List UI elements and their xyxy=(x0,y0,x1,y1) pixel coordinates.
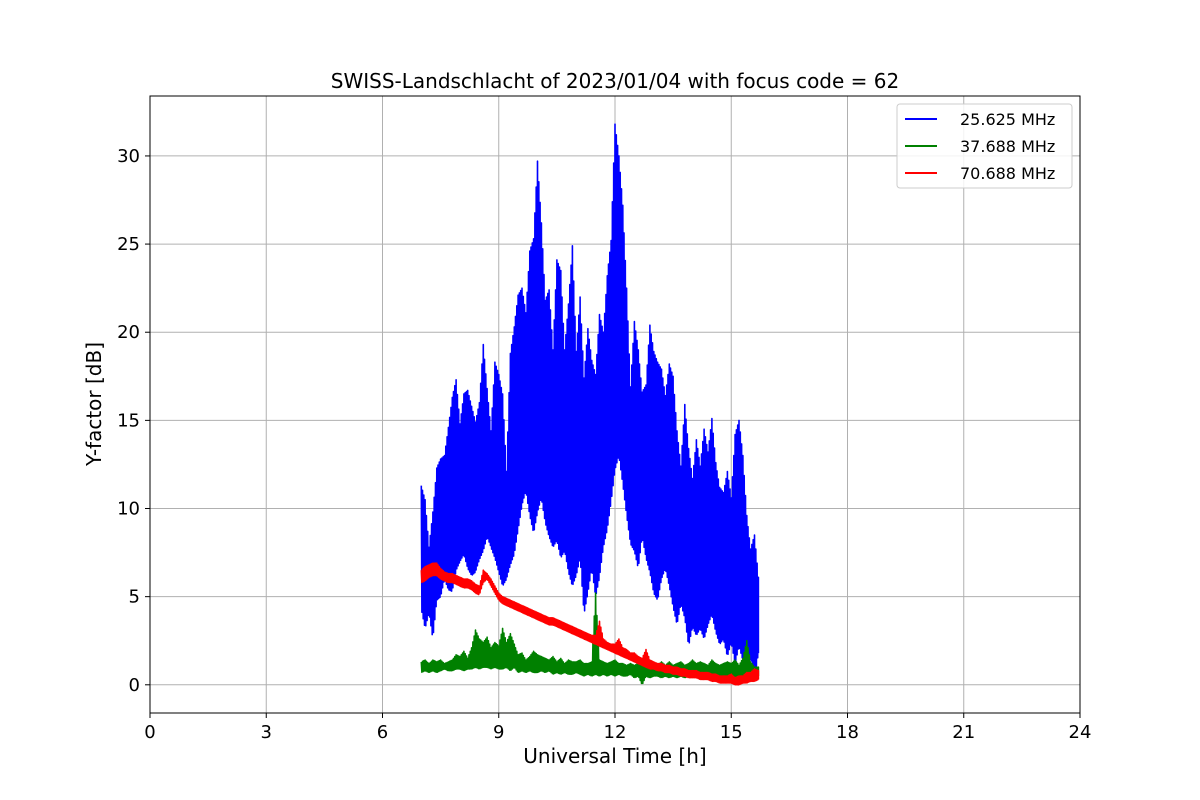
x-tick-label: 12 xyxy=(604,722,627,743)
y-tick-label: 20 xyxy=(117,322,140,343)
series-line xyxy=(420,123,760,679)
x-tick-label: 6 xyxy=(377,722,388,743)
y-tick-label: 5 xyxy=(129,587,140,608)
series-3 xyxy=(420,562,760,686)
x-tick-label: 3 xyxy=(261,722,272,743)
series-layer xyxy=(420,123,760,686)
y-axis-label: Y-factor [dB] xyxy=(82,342,106,467)
chart-title: SWISS-Landschlacht of 2023/01/04 with fo… xyxy=(331,69,899,93)
legend-label: 37.688 MHz xyxy=(960,137,1055,156)
x-tick-label: 21 xyxy=(952,722,975,743)
x-tick-label: 24 xyxy=(1069,722,1092,743)
x-axis-label: Universal Time [h] xyxy=(523,744,706,768)
y-tick-label: 0 xyxy=(129,675,140,696)
legend: 25.625 MHz 37.688 MHz 70.688 MHz xyxy=(896,103,1073,189)
y-tick-label: 15 xyxy=(117,410,140,431)
series-line xyxy=(420,562,760,686)
legend-box xyxy=(896,103,1073,189)
series-1 xyxy=(420,123,760,679)
y-tick-label: 25 xyxy=(117,234,140,255)
x-tick-label: 9 xyxy=(493,722,504,743)
y-tick-label: 10 xyxy=(117,499,140,520)
y-tick-label: 30 xyxy=(117,146,140,167)
x-tick-label: 18 xyxy=(836,722,859,743)
x-tick-label: 15 xyxy=(720,722,743,743)
x-tick-label: 0 xyxy=(144,722,155,743)
series-line xyxy=(420,592,760,685)
legend-label: 70.688 MHz xyxy=(960,164,1055,183)
legend-label: 25.625 MHz xyxy=(960,110,1055,129)
series-2 xyxy=(420,592,760,685)
ticks: 0 3 6 9 12 15 18 21 24 0 5 10 15 20 25 30 xyxy=(117,146,1091,743)
